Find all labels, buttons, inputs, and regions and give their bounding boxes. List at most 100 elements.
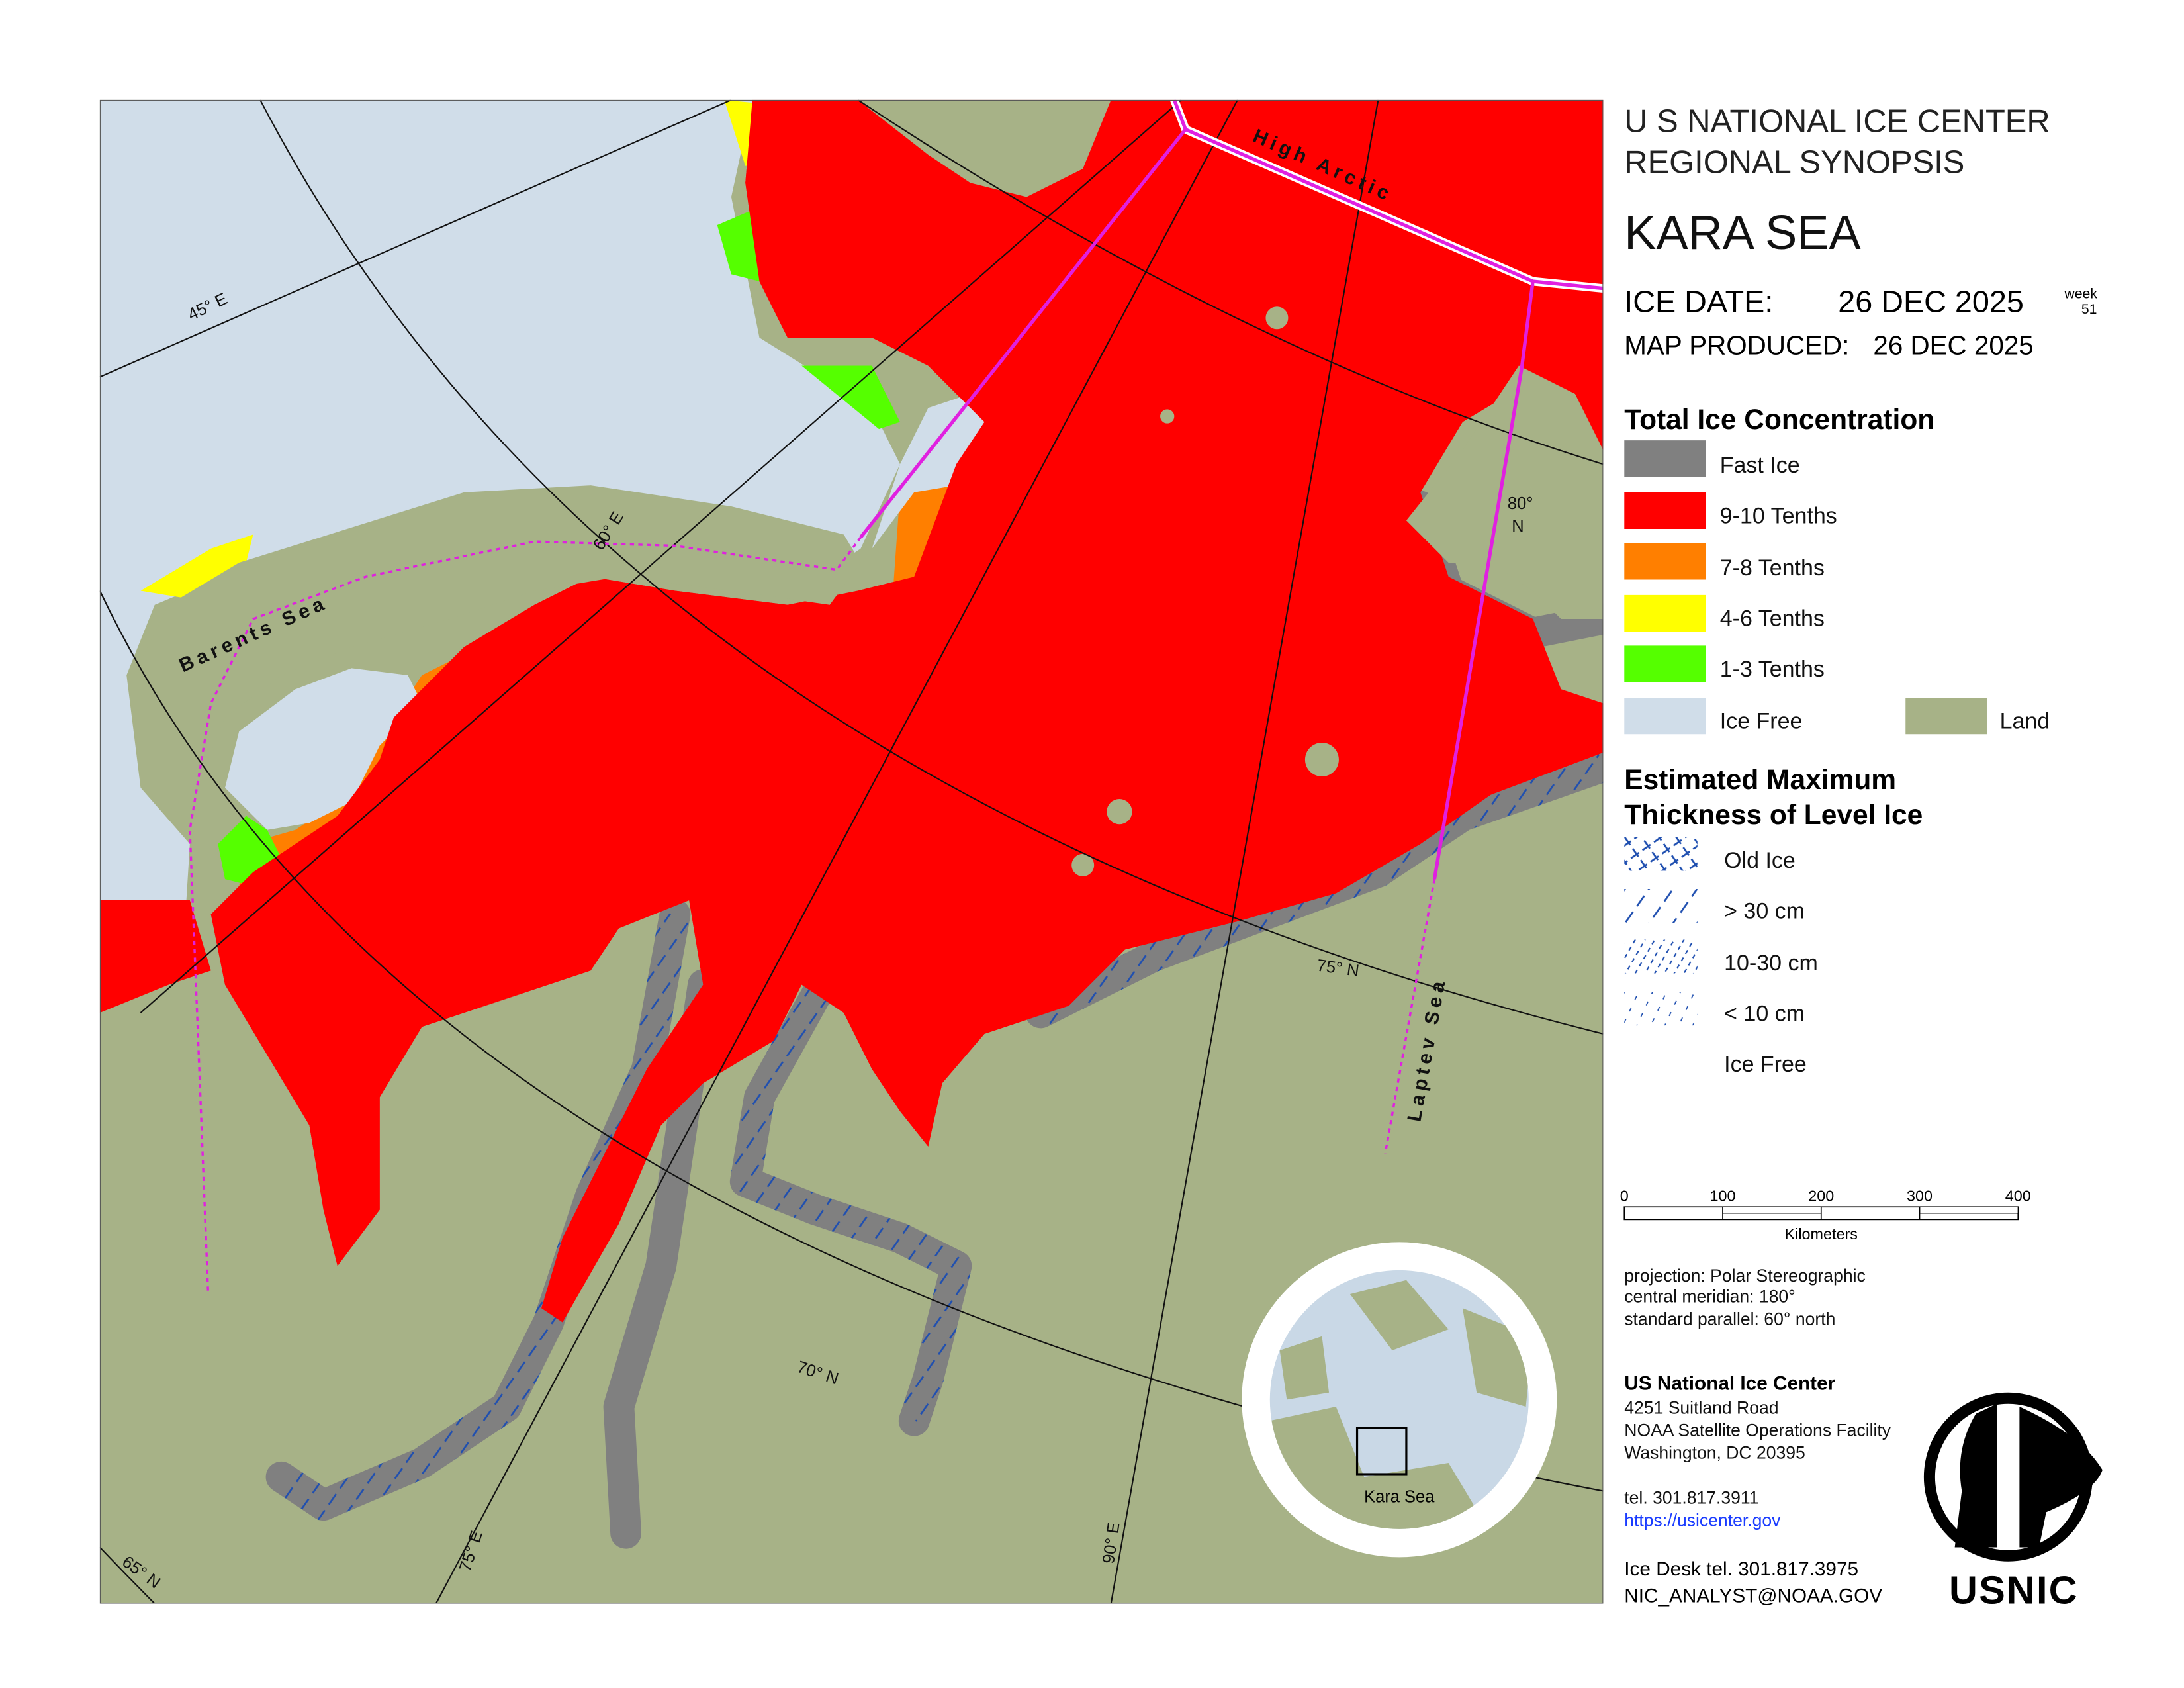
inset-map <box>1279 1336 1330 1400</box>
ice-free-sea <box>99 99 900 985</box>
region-boundary <box>1432 281 1535 880</box>
region-boundary <box>859 128 1187 539</box>
swatch <box>1624 543 1706 580</box>
inset-map: Kara Sea <box>1242 1242 1557 1558</box>
thickness-legend: Estimated Maximum Thickness of Level Ice… <box>1624 765 1923 1077</box>
swatch <box>1624 645 1706 682</box>
map-produced: 26 DEC 2025 <box>1873 330 2033 360</box>
legend-item: Land <box>2000 709 2050 734</box>
legend-title: Estimated Maximum <box>1624 765 1896 796</box>
graticule-label: N <box>1512 517 1524 536</box>
title: U S NATIONAL ICE CENTER <box>1624 104 2050 140</box>
land <box>858 99 1111 197</box>
legend-item: Ice Free <box>1724 1052 1807 1077</box>
projection: central meridian: 180° <box>1624 1287 1796 1307</box>
graticule <box>435 99 1238 1604</box>
title-block: U S NATIONAL ICE CENTER REGIONAL SYNOPSI… <box>1624 104 2097 361</box>
legend-item: Ice Free <box>1720 709 1803 734</box>
inset-map <box>1269 1280 1529 1529</box>
ice-date: 26 DEC 2025 <box>1838 285 2024 319</box>
scale-tick: 200 <box>1808 1188 1834 1205</box>
map-produced-label: MAP PRODUCED: <box>1624 330 1849 360</box>
scale-unit: Kilometers <box>1785 1225 1858 1243</box>
inset-map <box>1349 1280 1449 1350</box>
legend-item: < 10 cm <box>1724 1002 1805 1027</box>
swatch <box>1624 992 1698 1026</box>
legend-item: 10-30 cm <box>1724 951 1818 976</box>
logo-text: USNIC <box>1949 1568 2079 1612</box>
scale-tick: 0 <box>1620 1188 1629 1205</box>
ice-4-6 <box>140 534 253 598</box>
island <box>1265 306 1289 330</box>
ice-desk-phone: Ice Desk tel. 301.817.3975 <box>1624 1558 1858 1580</box>
title: REGIONAL SYNOPSIS <box>1624 144 1964 180</box>
legend-item: 9-10 Tenths <box>1720 503 1837 528</box>
ice-9-10 <box>99 900 211 1013</box>
website-link[interactable]: https://usicenter.gov <box>1624 1511 1781 1530</box>
legend-title: Thickness of Level Ice <box>1624 800 1923 831</box>
contact: US National Ice Center 4251 Suitland Roa… <box>1624 1372 1891 1607</box>
scale-bar: 0 100 200 300 400 Kilometers <box>1620 1188 2031 1243</box>
graticule <box>99 1546 156 1604</box>
graticule <box>259 99 1604 1035</box>
org-name: US National Ice Center <box>1624 1372 1835 1394</box>
week-label: week <box>2064 285 2097 301</box>
week: 51 <box>2081 301 2097 317</box>
region-boundary <box>189 536 862 1295</box>
swatch <box>1624 594 1706 632</box>
swatch <box>1624 492 1706 529</box>
projection-info: projection: Polar Stereographic central … <box>1624 1266 1865 1329</box>
graticule <box>99 99 1604 1604</box>
ice-date-label: ICE DATE: <box>1624 285 1773 319</box>
legend-item: Old Ice <box>1724 848 1796 873</box>
legend-item: Fast Ice <box>1720 453 1800 478</box>
island <box>1160 409 1175 424</box>
region-boundary <box>1172 99 1604 291</box>
graticule-label: 80° <box>1508 494 1533 513</box>
inset-map <box>1355 1427 1408 1476</box>
island <box>1107 799 1132 825</box>
phone: tel. 301.817.3911 <box>1624 1488 1758 1508</box>
concentration-legend: Total Ice Concentration Fast Ice 9-10 Te… <box>1624 404 2050 735</box>
inset-label: Kara Sea <box>1364 1487 1435 1506</box>
logo <box>2019 1407 2103 1548</box>
ice-1-3 <box>801 365 900 430</box>
swatch <box>1624 837 1698 871</box>
projection: projection: Polar Stereographic <box>1624 1266 1865 1286</box>
region-title: KARA SEA <box>1624 207 1861 259</box>
legend-item: 4-6 Tenths <box>1720 606 1825 632</box>
graticule <box>857 99 1604 465</box>
island <box>1071 853 1095 876</box>
scale-tick: 100 <box>1710 1188 1736 1205</box>
legend-item: > 30 cm <box>1724 899 1805 924</box>
logo: USNIC <box>1923 1392 2103 1613</box>
scale-bar <box>1722 1206 1822 1214</box>
land <box>133 485 861 816</box>
scale-bar <box>1919 1206 2019 1214</box>
legend-item: 1-3 Tenths <box>1720 657 1825 682</box>
legend-item: 7-8 Tenths <box>1720 555 1825 581</box>
graticule <box>140 99 1182 1013</box>
island <box>1071 306 1339 876</box>
graticule <box>1110 99 1379 1604</box>
swatch <box>1624 698 1706 735</box>
land <box>1406 365 1604 619</box>
inset-map <box>1269 1407 1491 1529</box>
scale-tick: 400 <box>2005 1188 2031 1205</box>
address: 4251 Suitland Road <box>1624 1398 1778 1418</box>
scale-tick: 300 <box>1907 1188 1933 1205</box>
island <box>1304 743 1339 776</box>
swatch <box>1905 698 1987 735</box>
address: Washington, DC 20395 <box>1624 1443 1805 1463</box>
ice-free-sea <box>224 668 422 830</box>
fast-ice-hatch <box>729 962 972 1426</box>
legend-title: Total Ice Concentration <box>1624 404 1934 436</box>
swatch <box>1624 939 1698 974</box>
email: NIC_ANALYST@NOAA.GOV <box>1624 1585 1882 1607</box>
projection: standard parallel: 60° north <box>1624 1309 1835 1329</box>
region-boundary <box>189 99 1604 1295</box>
logo <box>1954 1403 1997 1548</box>
